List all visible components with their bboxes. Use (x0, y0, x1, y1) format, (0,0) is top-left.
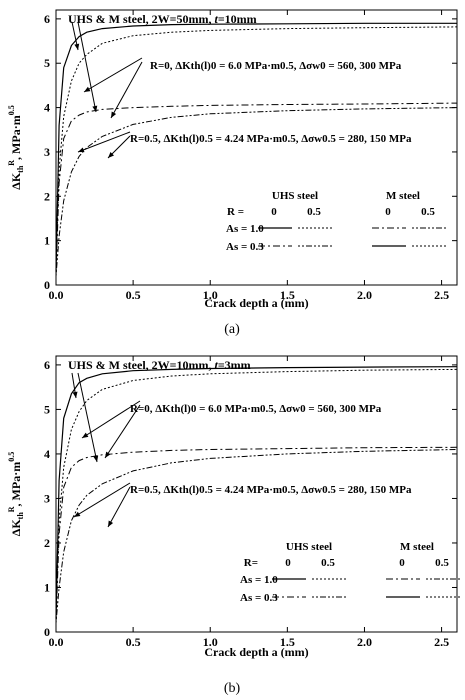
arrow-head (92, 105, 98, 112)
series-line (55, 107, 458, 277)
x-tick-label: 0.0 (49, 288, 64, 302)
x-tick-label: 2.0 (357, 288, 372, 302)
annotation-arrow (77, 131, 131, 153)
arrow-head (78, 147, 85, 153)
legend-r-label: R= (244, 557, 258, 569)
series-line (55, 449, 458, 624)
annotation-arrow (77, 21, 97, 113)
annotation-r05: R=0.5, ΔKth(l)0.5 = 4.24 MPa·m0.5, Δσw0.… (130, 133, 412, 145)
x-tick-label: 0.5 (126, 288, 141, 302)
panel-label: (a) (224, 322, 240, 337)
arrow-head (111, 111, 117, 118)
legend: UHS steel M steel R= 0 0.5 0 0.5 As = 1.0 As = 0… (240, 541, 460, 604)
series-line (55, 26, 458, 272)
annotation-arrow (107, 486, 131, 528)
legend-header-uhs: UHS steel (272, 190, 318, 202)
y-axis-label: ΔKthR, MPa·m0.5 (7, 105, 25, 189)
series-line (55, 366, 458, 619)
annotation-arrow (81, 400, 141, 439)
x-tick-label: 2.5 (434, 288, 449, 302)
legend-r-value: 0 (271, 206, 277, 218)
y-axis-label: ΔKthR, MPa·m0.5 (7, 452, 25, 536)
legend-r-value: 0.5 (421, 206, 435, 218)
y-tick-label: 3 (44, 491, 50, 505)
x-tick-label: 1.0 (203, 288, 218, 302)
legend-r-value: 0 (385, 206, 391, 218)
x-tick-label: 2.5 (434, 635, 449, 649)
y-tick-label: 1 (44, 580, 50, 594)
chart-panel: 0.0 0.5 1.0 1.5 2.0 2.5 0 1 2 3 4 5 6 Crack depth a (… (7, 355, 460, 696)
legend-r-value: 0 (285, 557, 291, 569)
series-line (55, 368, 458, 619)
plot-frame (55, 9, 458, 286)
y-tick-label: 6 (44, 12, 50, 26)
x-tick-label: 0.5 (126, 635, 141, 649)
annotation-arrow (104, 404, 141, 459)
legend-row-label: As = 0.3 (240, 592, 278, 604)
annotation-r0: R=0, ΔKth(l)0 = 6.0 MPa·m0.5, Δσw0 = 560… (130, 403, 382, 415)
annotation-arrow (77, 372, 98, 463)
y-tick-label: 5 (44, 56, 50, 70)
y-tick-label: 0 (44, 278, 50, 292)
legend: UHS steel M steel R = 0 0.5 0 0.5 As = 1.0 As = … (226, 190, 446, 253)
annotation-r05: R=0.5, ΔKth(l)0.5 = 4.24 MPa·m0.5, Δσw0.… (130, 484, 412, 496)
plot-frame (55, 355, 458, 633)
legend-r-value: 0.5 (321, 557, 335, 569)
arrow-head (105, 451, 111, 458)
series-line (55, 446, 458, 624)
arrow-head (74, 43, 80, 50)
panel-label: (b) (224, 681, 241, 696)
legend-row-label: As = 1.0 (240, 574, 278, 586)
x-tick-label: 0.0 (49, 635, 64, 649)
legend-header-m: M steel (386, 190, 420, 202)
arrow-head (108, 520, 114, 527)
arrow-head (93, 455, 99, 462)
arrow-head (72, 391, 78, 398)
x-tick-label: 2.0 (357, 635, 372, 649)
annotation-arrow (73, 482, 131, 518)
annotation-arrow (110, 61, 143, 119)
annotation-arrow (83, 57, 143, 93)
series-line (55, 22, 457, 272)
arrow-head (82, 432, 89, 438)
y-tick-label: 0 (44, 625, 50, 639)
legend-r-label: R = (227, 206, 244, 218)
legend-r-value: 0.5 (435, 557, 449, 569)
x-axis-label: Crack depth a (mm) (204, 296, 308, 310)
annotation-r0: R=0, ΔKth(l)0 = 6.0 MPa·m0.5, Δσw0 = 560… (150, 60, 402, 72)
x-axis-label: Crack depth a (mm) (204, 645, 308, 659)
arrow-head (84, 86, 91, 92)
chart-title: UHS & M steel, 2W=50mm, t=10mm (68, 12, 257, 26)
x-tick-label: 1.5 (280, 288, 295, 302)
x-tick-label: 1.5 (280, 635, 295, 649)
y-tick-label: 1 (44, 234, 50, 248)
y-tick-label: 6 (44, 358, 50, 372)
y-tick-label: 2 (44, 189, 50, 203)
legend-r-value: 0 (399, 557, 405, 569)
y-tick-label: 4 (44, 447, 50, 461)
y-tick-label: 3 (44, 145, 50, 159)
y-tick-label: 5 (44, 402, 50, 416)
legend-r-value: 0.5 (307, 206, 321, 218)
chart-panel: 0.0 0.5 1.0 1.5 2.0 2.5 0 1 2 3 4 5 6 Crack depth a (… (7, 9, 458, 337)
arrow-head (108, 151, 115, 158)
legend-row-label: As = 0.3 (226, 241, 264, 253)
x-tick-label: 1.0 (203, 635, 218, 649)
legend-header-uhs: UHS steel (286, 541, 332, 553)
y-tick-label: 2 (44, 536, 50, 550)
arrow-head (74, 511, 81, 517)
series-line (55, 102, 458, 277)
y-tick-label: 4 (44, 101, 50, 115)
legend-header-m: M steel (400, 541, 434, 553)
legend-row-label: As = 1.0 (226, 223, 264, 235)
